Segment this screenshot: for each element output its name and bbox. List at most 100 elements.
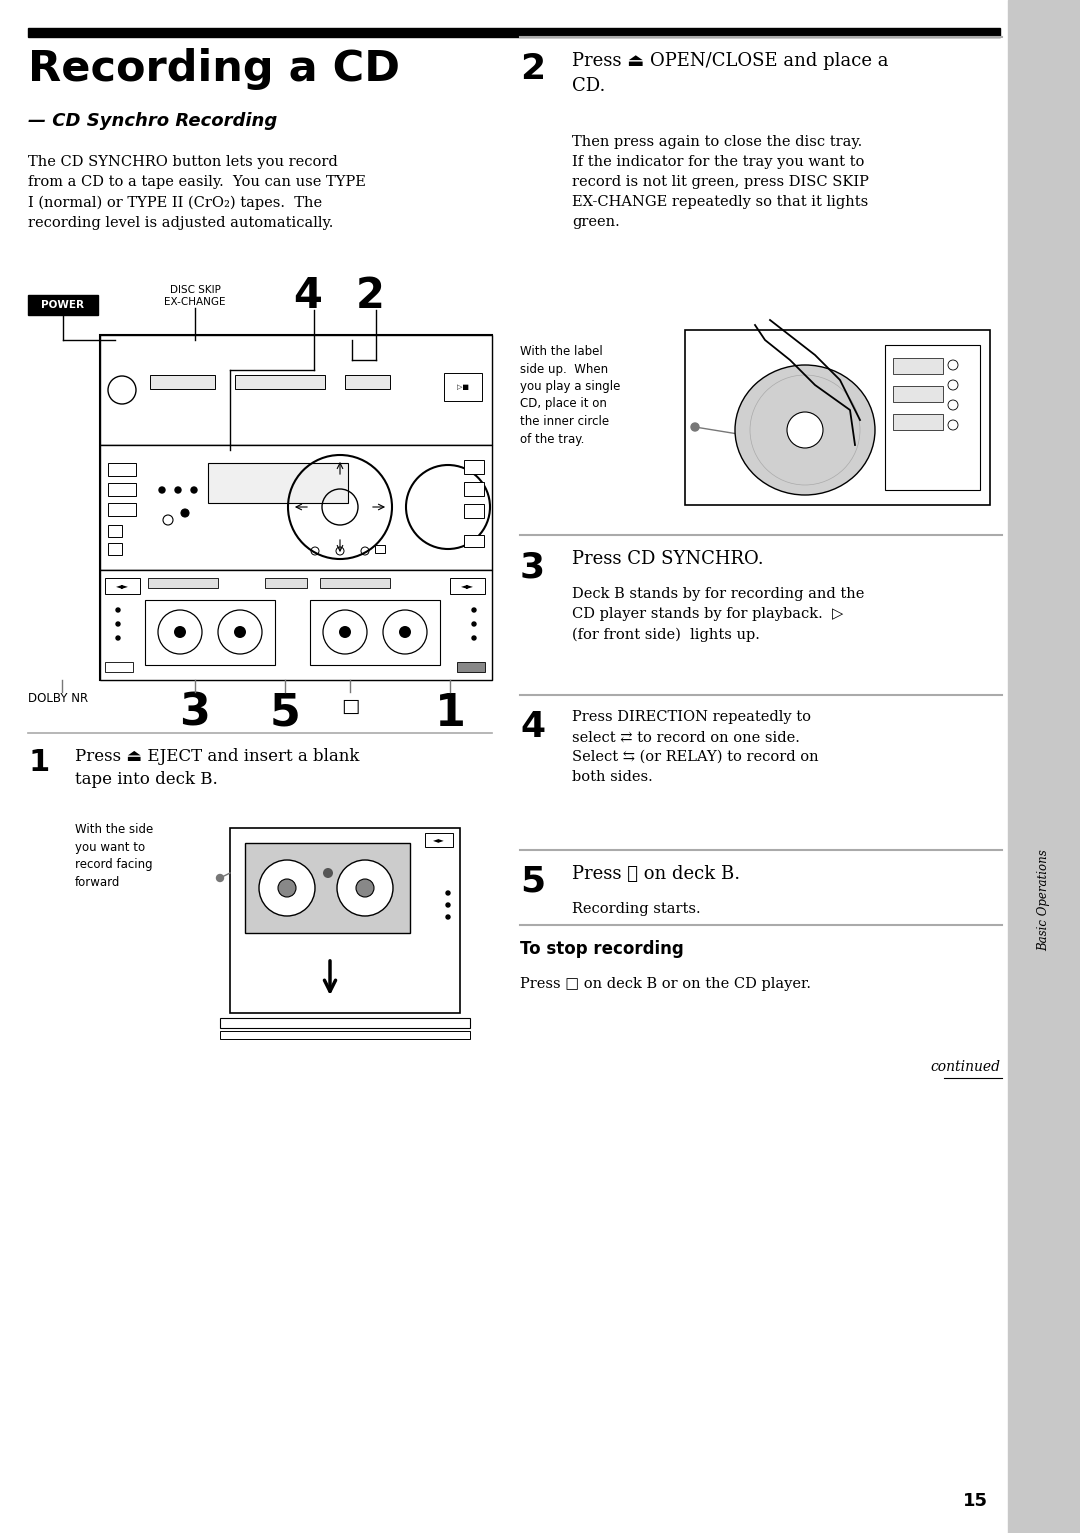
Text: Press □ on deck B or on the CD player.: Press □ on deck B or on the CD player. <box>519 977 811 990</box>
Text: Press ⏸ on deck B.: Press ⏸ on deck B. <box>572 865 740 883</box>
Text: Deck B stands by for recording and the
CD player stands by for playback.  ▷
(for: Deck B stands by for recording and the C… <box>572 587 864 642</box>
Text: Press ⏏ OPEN/CLOSE and place a
CD.: Press ⏏ OPEN/CLOSE and place a CD. <box>572 52 889 95</box>
Text: The CD SYNCHRO button lets you record
from a CD to a tape easily.  You can use T: The CD SYNCHRO button lets you record fr… <box>28 155 366 230</box>
Text: Then press again to close the disc tray.
If the indicator for the tray you want : Then press again to close the disc tray.… <box>572 135 869 230</box>
Bar <box>100 336 492 681</box>
Text: Basic Operations: Basic Operations <box>1038 849 1051 950</box>
Bar <box>464 481 484 497</box>
Bar <box>310 599 440 665</box>
Text: ▷■: ▷■ <box>457 383 469 389</box>
Bar <box>464 535 484 547</box>
Bar <box>220 1018 470 1029</box>
Ellipse shape <box>735 365 875 495</box>
Bar <box>464 460 484 474</box>
Text: ◄►: ◄► <box>460 581 473 590</box>
Text: 5: 5 <box>519 865 545 898</box>
Bar <box>145 599 275 665</box>
Text: continued: continued <box>930 1059 1000 1075</box>
Circle shape <box>191 487 197 494</box>
Bar <box>108 483 136 497</box>
Circle shape <box>116 636 120 639</box>
Bar <box>208 463 348 503</box>
Circle shape <box>175 487 181 494</box>
Bar <box>100 570 492 681</box>
Bar <box>108 543 122 555</box>
Bar <box>1008 0 1080 1533</box>
Text: With the side
you want to
record facing
forward: With the side you want to record facing … <box>75 823 153 889</box>
Text: 4: 4 <box>519 710 545 744</box>
Bar <box>108 524 122 537</box>
Bar <box>108 503 136 517</box>
Bar <box>685 330 990 504</box>
Bar <box>100 336 492 445</box>
Text: — CD Synchro Recording: — CD Synchro Recording <box>28 112 278 130</box>
Bar <box>230 828 460 1013</box>
Circle shape <box>337 860 393 917</box>
Bar <box>100 445 492 570</box>
Circle shape <box>446 903 450 908</box>
Bar <box>148 578 218 589</box>
Text: Press CD SYNCHRO.: Press CD SYNCHRO. <box>572 550 764 569</box>
Circle shape <box>472 636 476 639</box>
Circle shape <box>116 622 120 625</box>
Circle shape <box>446 915 450 918</box>
Bar <box>450 578 485 593</box>
Bar <box>885 345 980 491</box>
Bar <box>426 832 453 848</box>
Text: Recording a CD: Recording a CD <box>28 48 400 90</box>
Bar <box>375 546 384 553</box>
Circle shape <box>159 487 165 494</box>
Bar <box>265 578 307 589</box>
Bar <box>464 504 484 518</box>
Circle shape <box>399 625 411 638</box>
Text: DOLBY NR: DOLBY NR <box>28 691 89 705</box>
Circle shape <box>323 868 333 878</box>
Circle shape <box>472 609 476 612</box>
Text: □: □ <box>341 698 360 716</box>
Circle shape <box>216 874 224 881</box>
Text: 2: 2 <box>355 274 384 317</box>
Circle shape <box>181 509 189 517</box>
Bar <box>320 578 390 589</box>
Text: 4: 4 <box>294 274 323 317</box>
Text: To stop recording: To stop recording <box>519 940 684 958</box>
Bar <box>150 376 215 389</box>
FancyBboxPatch shape <box>28 294 98 314</box>
Text: POWER: POWER <box>41 300 84 310</box>
Bar <box>235 376 325 389</box>
Text: ◄►: ◄► <box>433 835 445 845</box>
Bar <box>28 28 1000 37</box>
Bar <box>893 386 943 402</box>
Circle shape <box>116 609 120 612</box>
Circle shape <box>472 622 476 625</box>
Text: 5: 5 <box>270 691 300 734</box>
Text: With the label
side up.  When
you play a single
CD, place it on
the inner circle: With the label side up. When you play a … <box>519 345 620 446</box>
Text: Recording starts.: Recording starts. <box>572 901 701 917</box>
Circle shape <box>174 625 186 638</box>
Circle shape <box>787 412 823 448</box>
Circle shape <box>691 423 699 431</box>
Text: 1: 1 <box>28 748 50 777</box>
Bar <box>457 662 485 671</box>
Text: 3: 3 <box>519 550 545 584</box>
Bar <box>345 376 390 389</box>
Bar <box>893 414 943 429</box>
Bar <box>105 578 140 593</box>
Circle shape <box>259 860 315 917</box>
Bar <box>108 463 136 477</box>
Bar <box>245 843 410 934</box>
Circle shape <box>234 625 246 638</box>
Circle shape <box>278 878 296 897</box>
Bar <box>105 662 133 671</box>
Text: 3: 3 <box>179 691 211 734</box>
Text: Press DIRECTION repeatedly to
select ⇄ to record on one side.
Select ⇆ (or RELAY: Press DIRECTION repeatedly to select ⇄ t… <box>572 710 819 785</box>
Bar <box>220 1032 470 1039</box>
Text: Press ⏏ EJECT and insert a blank
tape into deck B.: Press ⏏ EJECT and insert a blank tape in… <box>75 748 360 788</box>
Text: 1: 1 <box>434 691 465 734</box>
Text: ◄►: ◄► <box>116 581 129 590</box>
Circle shape <box>339 625 351 638</box>
Circle shape <box>356 878 374 897</box>
Bar <box>444 373 482 402</box>
Circle shape <box>446 891 450 895</box>
Text: DISC SKIP
EX-CHANGE: DISC SKIP EX-CHANGE <box>164 285 226 308</box>
